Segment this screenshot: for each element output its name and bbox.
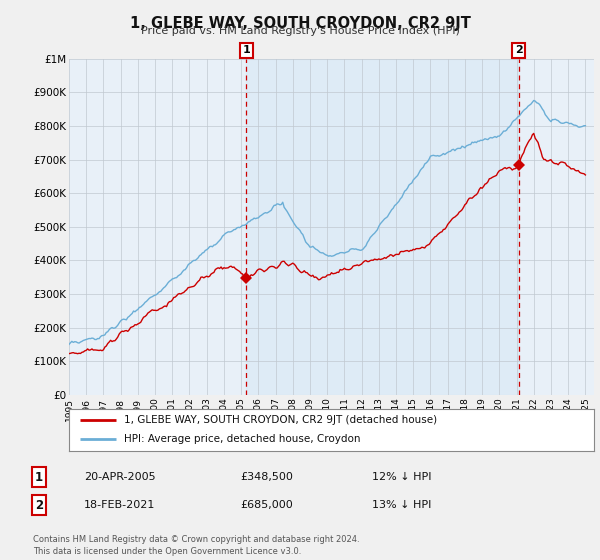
Text: 1: 1 xyxy=(242,45,250,55)
Text: 1, GLEBE WAY, SOUTH CROYDON, CR2 9JT (detached house): 1, GLEBE WAY, SOUTH CROYDON, CR2 9JT (de… xyxy=(124,415,437,425)
Text: 2: 2 xyxy=(515,45,523,55)
Text: 18-FEB-2021: 18-FEB-2021 xyxy=(84,500,155,510)
Text: 20-APR-2005: 20-APR-2005 xyxy=(84,472,155,482)
Bar xyxy=(246,59,518,395)
Text: Contains HM Land Registry data © Crown copyright and database right 2024.
This d: Contains HM Land Registry data © Crown c… xyxy=(33,535,359,556)
Text: HPI: Average price, detached house, Croydon: HPI: Average price, detached house, Croy… xyxy=(124,435,361,445)
Text: 1, GLEBE WAY, SOUTH CROYDON, CR2 9JT: 1, GLEBE WAY, SOUTH CROYDON, CR2 9JT xyxy=(130,16,470,31)
Text: £348,500: £348,500 xyxy=(240,472,293,482)
Text: 13% ↓ HPI: 13% ↓ HPI xyxy=(372,500,431,510)
Text: 2: 2 xyxy=(35,498,43,512)
Text: £685,000: £685,000 xyxy=(240,500,293,510)
Text: Price paid vs. HM Land Registry's House Price Index (HPI): Price paid vs. HM Land Registry's House … xyxy=(140,26,460,36)
Text: 1: 1 xyxy=(35,470,43,484)
Text: 12% ↓ HPI: 12% ↓ HPI xyxy=(372,472,431,482)
